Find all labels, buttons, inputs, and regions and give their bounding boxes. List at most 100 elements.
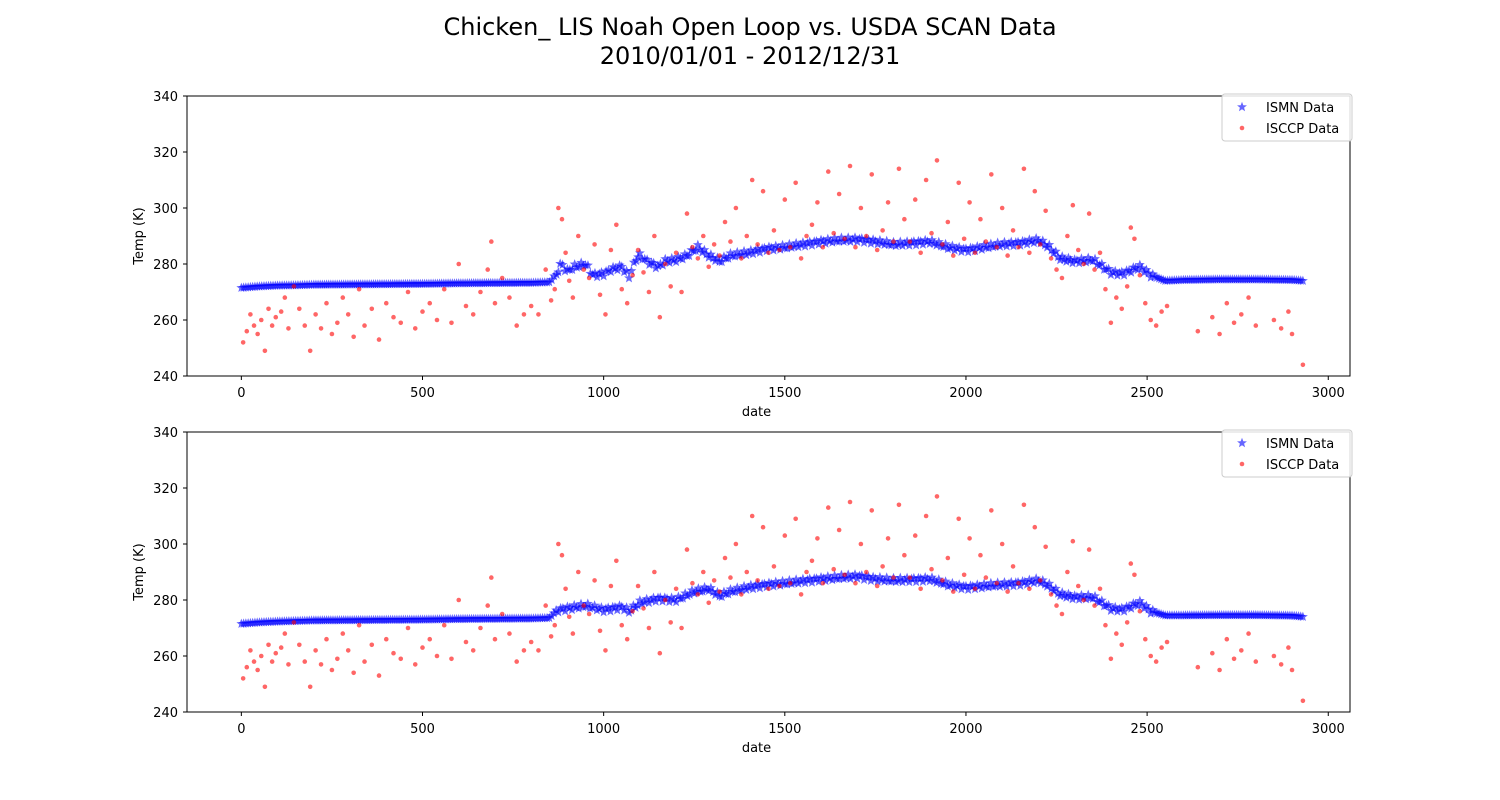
- ismn-point: [574, 261, 584, 272]
- isccp-point: [994, 244, 1000, 250]
- ismn-point: [1004, 578, 1014, 588]
- isccp-point: [684, 547, 690, 552]
- isccp-point: [603, 648, 608, 653]
- ismn-point: [732, 246, 743, 257]
- isccp-point: [244, 328, 250, 334]
- isccp-point: [345, 312, 351, 317]
- isccp-point: [815, 200, 820, 205]
- isccp-point: [793, 180, 798, 186]
- isccp-point: [1239, 312, 1244, 317]
- ismn-point: [922, 573, 933, 584]
- isccp-point: [244, 664, 250, 670]
- ismn-point: [1083, 589, 1094, 599]
- legend-star-marker: [1237, 437, 1247, 448]
- ismn-point: [1053, 588, 1063, 598]
- isccp-point: [356, 622, 362, 628]
- ismn-point: [999, 576, 1010, 587]
- isccp-point: [1054, 267, 1059, 272]
- isccp-point: [749, 177, 755, 183]
- isccp-point: [273, 650, 279, 656]
- isccp-point: [896, 166, 902, 172]
- isccp-point: [885, 200, 891, 205]
- ismn-point: [1028, 577, 1039, 588]
- ismn-point: [1074, 594, 1085, 604]
- ismn-point: [1057, 251, 1068, 261]
- ismn-point: [961, 580, 971, 591]
- ismn-point: [662, 593, 672, 603]
- ismn-point: [608, 261, 619, 272]
- isccp-point: [269, 323, 275, 328]
- isccp-point: [391, 314, 396, 320]
- isccp-point: [258, 317, 264, 323]
- isccp-point: [559, 552, 565, 558]
- y-tick-label: 300: [153, 538, 178, 553]
- isccp-point: [940, 578, 945, 583]
- isccp-point: [1137, 608, 1143, 614]
- isccp-point: [492, 300, 498, 306]
- ismn-point: [682, 590, 693, 601]
- ismn-point: [596, 267, 607, 277]
- ismn-point: [697, 586, 708, 596]
- isccp-point: [787, 580, 793, 586]
- isccp-point: [586, 611, 592, 617]
- ismn-point: [619, 266, 630, 277]
- ismn-point: [1083, 252, 1094, 262]
- isccp-point: [1300, 698, 1306, 704]
- isccp-point: [1037, 242, 1043, 247]
- isccp-point: [706, 264, 712, 270]
- ismn-point: [1108, 267, 1118, 277]
- ismn-point: [677, 593, 688, 603]
- isccp-point: [907, 575, 913, 580]
- isccp-point: [1108, 320, 1114, 326]
- ismn-point: [716, 256, 727, 267]
- ismn-point: [1013, 236, 1023, 247]
- ismn-point: [1074, 257, 1085, 268]
- ismn-point: [1037, 574, 1048, 585]
- isccp-point: [478, 289, 483, 295]
- isccp-point: [543, 267, 548, 272]
- ismn-point: [983, 242, 994, 253]
- isccp-point: [804, 569, 809, 575]
- ismn-point: [657, 260, 668, 270]
- isccp-point: [760, 524, 766, 530]
- ismn-point: [1022, 579, 1033, 589]
- ismn-point: [895, 572, 906, 582]
- ismn-point: [553, 607, 564, 617]
- isccp-point: [362, 659, 367, 664]
- isccp-point: [902, 552, 907, 558]
- y-tick-label: 240: [153, 706, 178, 721]
- isccp-point: [646, 289, 652, 295]
- isccp-point: [1048, 256, 1054, 261]
- legend-star-marker: [1237, 101, 1247, 112]
- ismn-point: [750, 245, 761, 255]
- legend-circle-marker: [1239, 125, 1245, 131]
- isccp-point: [1021, 166, 1027, 172]
- ismn-point: [1130, 262, 1141, 273]
- isccp-point: [1119, 306, 1125, 312]
- ismn-point: [1137, 262, 1147, 273]
- isccp-point: [463, 303, 469, 309]
- ismn-point: [920, 234, 931, 245]
- isccp-point: [345, 648, 351, 653]
- ismn-point: [610, 602, 620, 612]
- ismn-point: [1090, 590, 1100, 601]
- ismn-point: [791, 574, 802, 584]
- ismn-point: [811, 573, 822, 583]
- isccp-point: [570, 295, 576, 300]
- isccp-point: [324, 636, 329, 642]
- isccp-point: [1081, 597, 1087, 603]
- x-tick-label: 3000: [1312, 386, 1345, 401]
- isccp-point: [1164, 639, 1170, 645]
- isccp-point: [307, 348, 313, 354]
- ismn-point: [553, 266, 564, 277]
- isccp-point: [240, 676, 246, 681]
- ismn-point: [603, 264, 614, 275]
- ismn-point: [750, 580, 761, 591]
- isccp-point: [679, 289, 684, 295]
- ismn-point: [583, 260, 593, 270]
- ismn-point: [877, 574, 888, 585]
- isccp-point: [297, 642, 302, 648]
- ismn-point: [730, 586, 740, 597]
- isccp-point: [798, 592, 804, 597]
- ismn-point: [718, 586, 729, 596]
